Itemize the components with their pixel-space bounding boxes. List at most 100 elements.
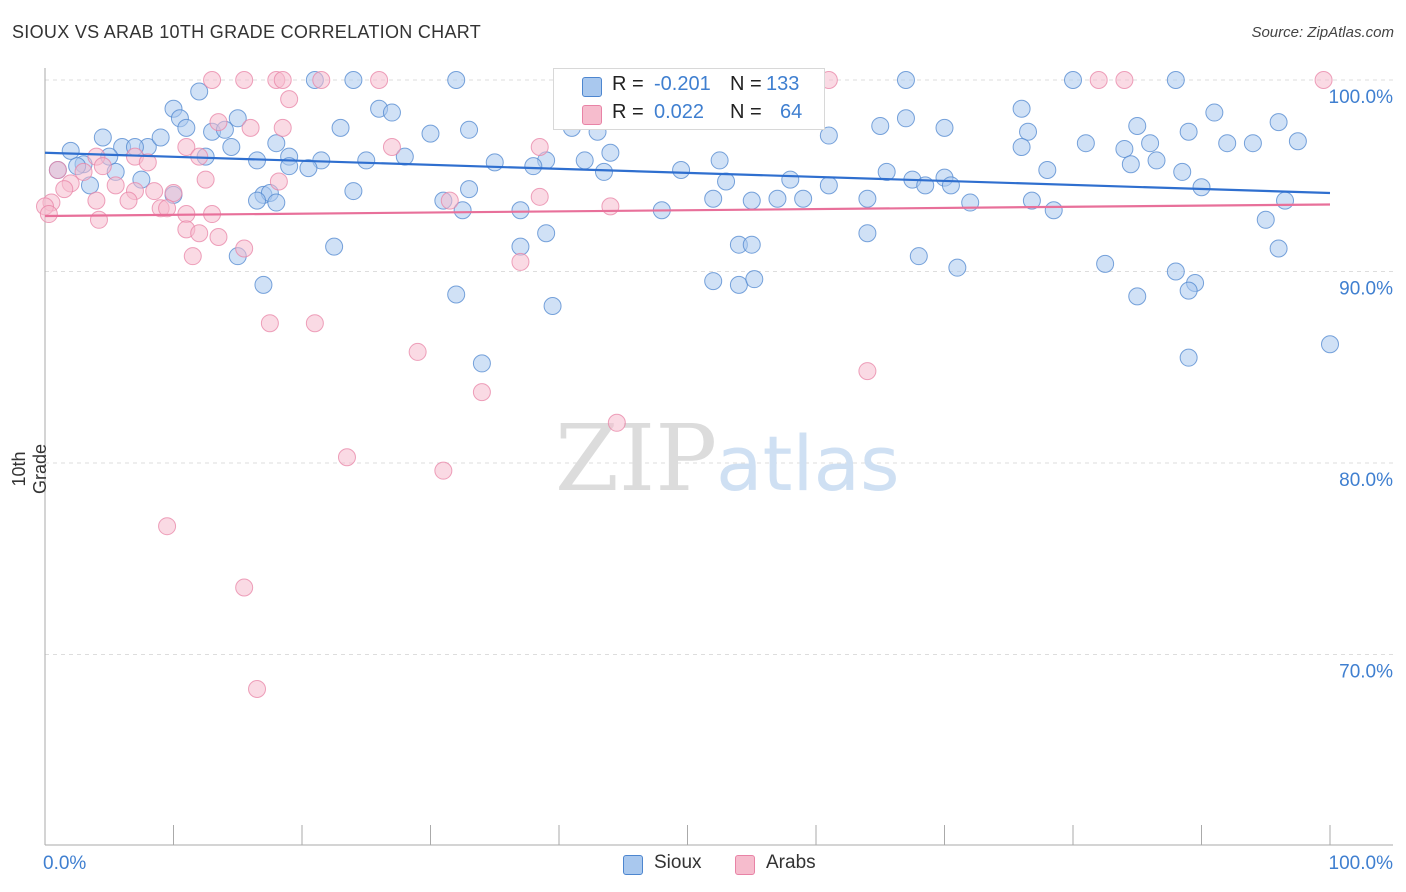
- sioux-point: [819, 126, 838, 145]
- sioux-point: [1019, 122, 1038, 141]
- sioux-point: [1128, 116, 1147, 135]
- arabs-point: [472, 383, 491, 402]
- sioux-point: [1012, 138, 1031, 157]
- sioux-point: [1166, 262, 1185, 281]
- sioux-point: [1243, 134, 1262, 153]
- arabs-swatch: [582, 105, 602, 125]
- y-axis-label: 10th Grade: [9, 443, 50, 495]
- sioux-point: [460, 180, 479, 199]
- sioux-point: [485, 153, 504, 172]
- chart-title: SIOUX VS ARAB 10TH GRADE CORRELATION CHA…: [12, 22, 482, 42]
- points: [36, 71, 1339, 698]
- y-tick-label: 70.0%: [1339, 662, 1393, 683]
- arabs-point: [119, 191, 138, 210]
- arabs-point: [164, 183, 183, 202]
- r-label: R =: [612, 101, 644, 123]
- sioux-point: [742, 235, 761, 254]
- arabs-point: [209, 113, 228, 132]
- arabs-point: [440, 191, 459, 210]
- sioux-point: [472, 354, 491, 373]
- sioux-point: [1179, 122, 1198, 141]
- arabs-point: [235, 71, 254, 89]
- arabs-point: [530, 138, 549, 157]
- sioux-point: [177, 118, 196, 137]
- sioux-swatch: [582, 77, 602, 97]
- sioux-point: [1179, 281, 1198, 300]
- sioux-point: [344, 71, 363, 89]
- arabs-point: [1314, 71, 1333, 89]
- sioux-point: [704, 272, 723, 291]
- sioux-point: [742, 191, 761, 210]
- sioux-point: [61, 141, 80, 160]
- sioux-point: [222, 138, 241, 157]
- arabs-point: [305, 314, 324, 333]
- sioux-point: [1012, 99, 1031, 118]
- legend-sioux-label: Sioux: [654, 852, 702, 873]
- sioux-point: [745, 270, 764, 289]
- stats-legend: R = -0.201 N = 133 R = 0.022 N = 64: [553, 68, 825, 130]
- arabs-point: [1115, 71, 1134, 89]
- sioux-point: [941, 176, 960, 195]
- sioux-point: [537, 224, 556, 243]
- arabs-point: [248, 679, 267, 698]
- sioux-point: [421, 124, 440, 143]
- arabs-point: [312, 71, 331, 89]
- sioux-point: [768, 189, 787, 208]
- trend-lines: [44, 151, 1331, 218]
- sioux-point: [1141, 134, 1160, 153]
- arabs-point: [601, 197, 620, 216]
- sioux-point: [1022, 191, 1041, 210]
- arabs-point: [203, 71, 222, 89]
- sioux-point: [1044, 201, 1063, 220]
- sioux-point: [717, 172, 736, 191]
- sioux-point: [1288, 132, 1307, 151]
- sioux-point: [1218, 134, 1237, 153]
- sioux-point: [1121, 155, 1140, 174]
- sioux-point: [1076, 134, 1095, 153]
- sioux-point: [896, 109, 915, 128]
- sioux-point: [1166, 71, 1185, 89]
- arabs-trend-line: [44, 203, 1331, 218]
- arabs-point: [235, 578, 254, 597]
- arabs-point: [89, 210, 108, 229]
- y-tick-labels: 100.0% 90.0% 80.0% 70.0%: [1329, 87, 1394, 683]
- arabs-point: [337, 448, 356, 467]
- sioux-point: [877, 162, 896, 181]
- n-label: N =: [730, 101, 762, 123]
- sioux-point: [543, 296, 562, 315]
- legend-sioux-swatch: [623, 855, 643, 875]
- sioux-point: [1096, 254, 1115, 273]
- watermark-zip: ZIP: [555, 405, 717, 512]
- arabs-point: [55, 180, 74, 199]
- sioux-point: [453, 201, 472, 220]
- watermark-atlas: atlas: [716, 419, 900, 508]
- sioux-point: [1038, 161, 1057, 180]
- sioux-point: [382, 103, 401, 122]
- sioux-point: [267, 134, 286, 153]
- arabs-point: [87, 191, 106, 210]
- arabs-point: [39, 205, 58, 224]
- sioux-trend-line: [44, 151, 1331, 195]
- arabs-point: [273, 71, 292, 89]
- sioux-point: [781, 170, 800, 189]
- sioux-point: [344, 182, 363, 201]
- sioux-point: [460, 120, 479, 139]
- arabs-point: [260, 314, 279, 333]
- n-value: 64: [780, 101, 803, 123]
- arabs-point: [1089, 71, 1108, 89]
- y-tick-label: 90.0%: [1339, 279, 1393, 300]
- sioux-point: [935, 118, 954, 137]
- legend-arabs-swatch: [735, 855, 755, 875]
- sioux-point: [299, 159, 318, 178]
- sioux-point: [710, 151, 729, 170]
- sioux-point: [704, 189, 723, 208]
- arabs-point: [183, 247, 202, 266]
- arabs-point: [370, 71, 389, 89]
- sioux-point: [447, 285, 466, 304]
- arabs-point: [190, 224, 209, 243]
- y-tick-label: 80.0%: [1339, 470, 1393, 491]
- sioux-point: [228, 109, 247, 128]
- arabs-point: [273, 118, 292, 137]
- watermark: ZIP atlas: [555, 405, 900, 512]
- source-label: Source: ZipAtlas.com: [1251, 24, 1394, 41]
